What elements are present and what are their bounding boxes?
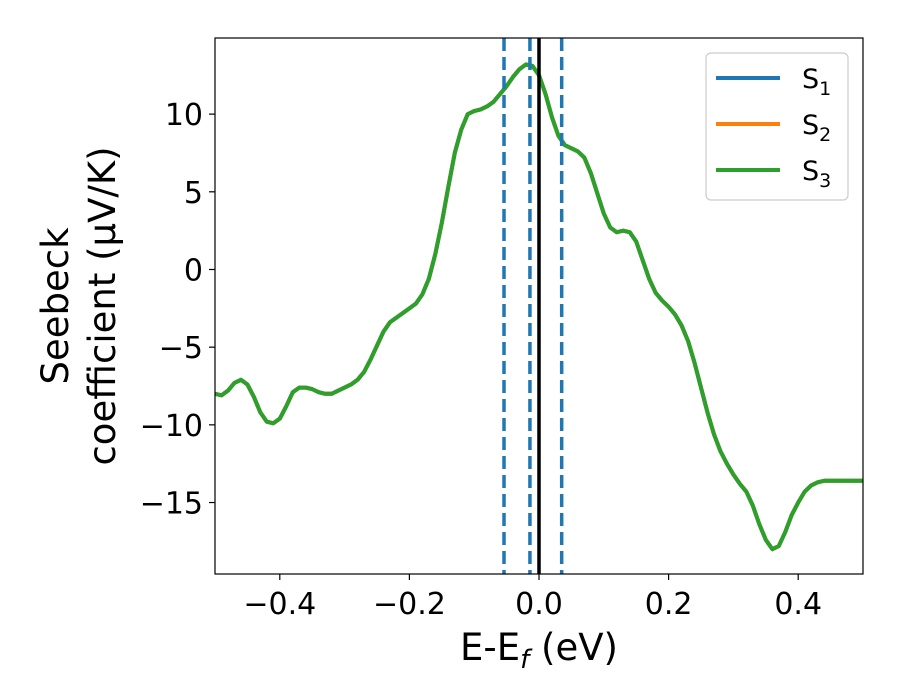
- x-axis-title: E-Ef (eV): [460, 626, 618, 675]
- x-tick-label: 0.0: [515, 587, 563, 622]
- y-axis-title-line1: Seebeck: [34, 227, 77, 385]
- plot-lines: [215, 38, 863, 574]
- axis-ticks: −0.4 −0.2 0.0 0.2 0.4 −15 −10 −5 0 5 10: [140, 98, 822, 622]
- y-tick-label: −5: [159, 331, 203, 366]
- y-tick-label: −10: [140, 409, 203, 444]
- x-tick-label: 0.2: [645, 587, 693, 622]
- x-tick-label: −0.4: [243, 587, 316, 622]
- legend-label-s1: S1: [802, 64, 831, 100]
- y-tick-label: 10: [165, 98, 203, 133]
- x-tick-label: 0.4: [774, 587, 822, 622]
- x-tick-label: −0.2: [373, 587, 446, 622]
- y-tick-label: 0: [184, 253, 203, 288]
- y-tick-label: −15: [140, 487, 203, 522]
- legend-label-s3: S3: [802, 156, 831, 192]
- legend: S1 S2 S3: [705, 52, 849, 201]
- legend-frame: [705, 52, 849, 201]
- y-axis-title-line2: coefficient (μV/K): [81, 146, 124, 465]
- legend-label-s2: S2: [802, 110, 831, 146]
- y-tick-label: 5: [184, 176, 203, 211]
